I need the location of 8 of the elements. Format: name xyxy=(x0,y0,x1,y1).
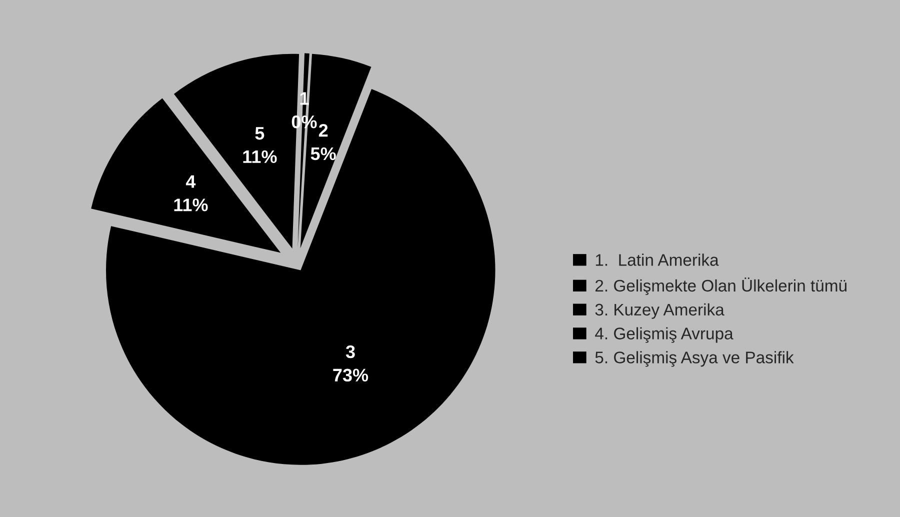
legend-label: 3. Kuzey Amerika xyxy=(595,303,724,319)
legend-label: 5. Gelişmiş Asya ve Pasifik xyxy=(595,351,794,367)
legend-label: 1. Latin Amerika xyxy=(596,254,719,266)
legend-label: 2. Gelişmekte Olan Ülkelerin tümü xyxy=(596,278,846,295)
data-label: 4 11% xyxy=(174,175,208,212)
data-label: 3 73% xyxy=(333,345,368,382)
legend-label: 4. Gelişmiş Avrupa xyxy=(595,327,734,343)
data-label: 5 11% xyxy=(243,127,277,164)
